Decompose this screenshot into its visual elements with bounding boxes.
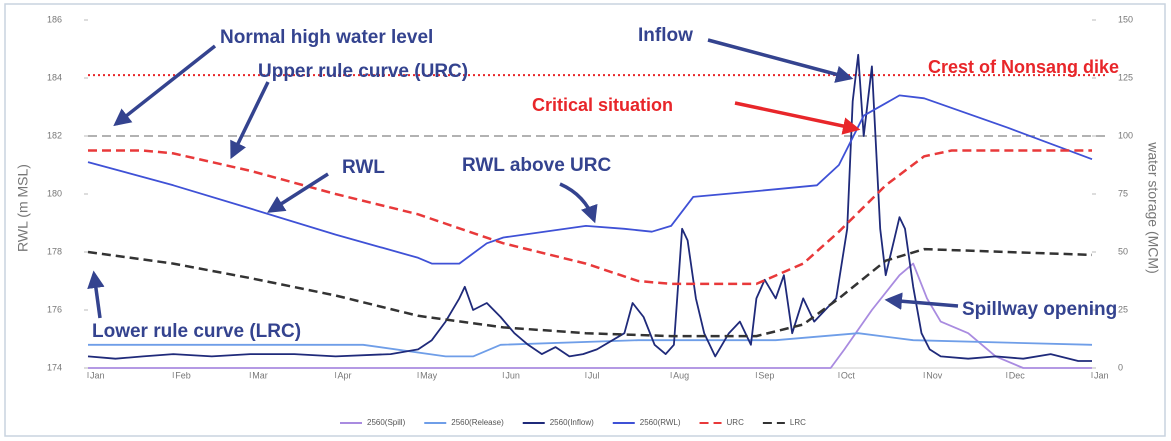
x-tick-label: Mar	[252, 370, 268, 380]
y2-tick-label: 0	[1118, 362, 1123, 372]
x-tick-label: Feb	[175, 370, 191, 380]
y2-tick-label: 75	[1118, 188, 1128, 198]
annotation: Lower rule curve (LRC)	[92, 321, 301, 342]
legend-label: URC	[727, 418, 745, 427]
y-axis-title: RWL (m MSL)	[15, 164, 31, 252]
arrow	[113, 44, 217, 127]
annotations: Normal high water level Upper rule curve …	[92, 25, 1119, 342]
series-line	[87, 247, 1093, 338]
arrow	[267, 172, 329, 213]
arrow	[87, 270, 105, 319]
series-line	[88, 149, 1092, 286]
y2-tick-label: 125	[1118, 72, 1133, 82]
annotation-arrows	[87, 38, 959, 319]
annotation: Normal high water level	[220, 27, 433, 48]
y2-tick-label: 50	[1118, 246, 1128, 256]
annotation: Crest of Nonsang dike	[928, 57, 1119, 77]
legend-label: 2560(RWL)	[640, 418, 681, 427]
y-tick-label: 182	[47, 130, 62, 140]
series-line	[87, 53, 1092, 362]
annotation: RWL	[342, 157, 385, 178]
annotation: Inflow	[638, 25, 693, 46]
y-tick-label: 174	[47, 362, 62, 372]
marks-layer	[87, 53, 1093, 369]
annotation: Critical situation	[532, 95, 673, 115]
x-tick-label: Aug	[673, 370, 689, 380]
annotation: Spillway opening	[962, 299, 1117, 320]
legend-label: 2560(Release)	[451, 418, 504, 427]
x-tick-label: Apr	[338, 370, 352, 380]
x-tick-label: Jan	[90, 370, 105, 380]
y-tick-label: 178	[47, 246, 62, 256]
arrow	[707, 38, 854, 83]
x-tick-label: Nov	[926, 370, 943, 380]
x-tick-label: Jun	[505, 370, 520, 380]
y-tick-label: 184	[47, 72, 62, 82]
x-tick-label: Jan	[1094, 370, 1109, 380]
y2-axis-title: water storage (MCM)	[1145, 141, 1161, 273]
arrow	[559, 182, 598, 224]
series-line	[87, 94, 1093, 265]
series-line	[88, 262, 1092, 369]
arrow	[734, 101, 861, 135]
y2-tick-label: 25	[1118, 304, 1128, 314]
x-tick-label: Jul	[588, 370, 600, 380]
y-tick-label: 186	[47, 14, 62, 24]
x-tick-label: Oct	[841, 370, 856, 380]
legend: 2560(Spill) 2560(Release) 2560(Inflow) 2560…	[340, 418, 806, 427]
y2-tick-label: 150	[1118, 14, 1133, 24]
legend-label: LRC	[790, 418, 806, 427]
arrow	[884, 292, 959, 310]
annotation: Upper rule curve (URC)	[258, 61, 468, 82]
x-tick-label: Dec	[1009, 370, 1026, 380]
y-tick-label: 176	[47, 304, 62, 314]
arrow	[230, 81, 270, 160]
series-line	[88, 332, 1093, 358]
annotation: RWL above URC	[462, 155, 611, 176]
legend-label: 2560(Inflow)	[550, 418, 594, 427]
y-tick-label: 180	[47, 188, 62, 198]
legend-label: 2560(Spill)	[367, 418, 406, 427]
x-tick-label: Sep	[758, 370, 774, 380]
x-tick-label: May	[420, 370, 438, 380]
y2-tick-label: 100	[1118, 130, 1133, 140]
